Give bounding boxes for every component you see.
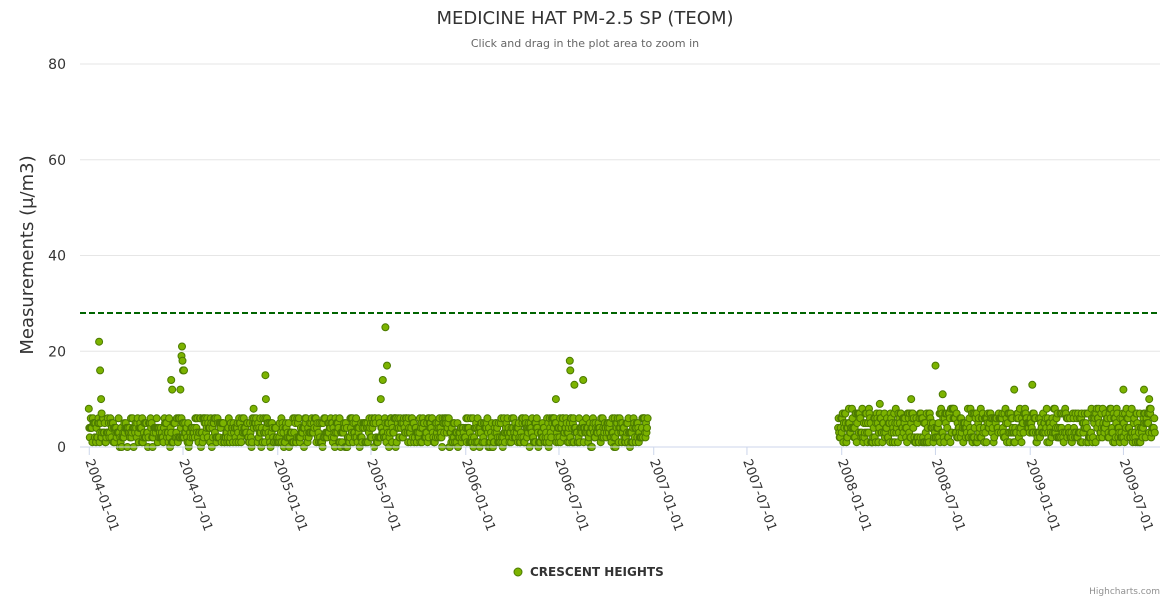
data-point[interactable] <box>261 371 270 380</box>
data-point[interactable] <box>1119 385 1128 394</box>
data-point[interactable] <box>95 337 104 346</box>
data-point[interactable] <box>946 438 955 447</box>
data-point[interactable] <box>931 361 940 370</box>
legend-marker-icon <box>513 567 523 577</box>
y-axis-label: Measurements (μ/m3) <box>17 155 38 354</box>
data-point[interactable] <box>565 356 574 365</box>
y-tick-label: 20 <box>48 344 66 360</box>
data-point[interactable] <box>643 414 652 423</box>
data-point[interactable] <box>165 414 174 423</box>
data-point[interactable] <box>378 376 387 384</box>
data-point[interactable] <box>483 414 492 423</box>
data-point[interactable] <box>579 376 588 384</box>
x-tick-label: 2005-07-01 <box>363 457 403 533</box>
data-point[interactable] <box>97 409 106 418</box>
y-tick-label: 0 <box>57 440 66 456</box>
grid-lines: 0 20 40 60 80 <box>48 57 1160 456</box>
data-point[interactable] <box>352 414 361 423</box>
x-tick-label: 2006-07-01 <box>551 457 591 533</box>
data-point[interactable] <box>938 390 947 399</box>
data-point[interactable] <box>1140 385 1148 394</box>
data-point[interactable] <box>1127 404 1136 413</box>
data-point[interactable] <box>84 404 93 413</box>
x-tick-label: 2004-01-01 <box>82 457 122 533</box>
data-point[interactable] <box>444 414 453 423</box>
data-point[interactable] <box>96 366 105 375</box>
x-tick-label: 2009-07-01 <box>1116 457 1156 533</box>
data-point[interactable] <box>570 380 579 389</box>
data-point[interactable] <box>875 399 884 408</box>
y-tick-label: 40 <box>48 249 66 265</box>
data-point[interactable] <box>167 376 176 384</box>
data-point[interactable] <box>566 366 575 375</box>
x-tick-label: 2006-01-01 <box>458 457 498 533</box>
x-tick-label: 2004-07-01 <box>175 457 215 533</box>
data-point[interactable] <box>907 395 916 404</box>
data-point[interactable] <box>1042 404 1051 413</box>
legend-item[interactable]: CRESCENT HEIGHTS <box>513 565 664 579</box>
data-point[interactable] <box>381 323 390 332</box>
x-tick-label: 2008-01-01 <box>834 457 874 533</box>
data-point[interactable] <box>180 366 188 375</box>
data-point[interactable] <box>237 438 246 447</box>
data-point[interactable] <box>1145 395 1154 404</box>
data-point[interactable] <box>178 342 186 351</box>
data-point[interactable] <box>383 361 391 370</box>
data-point[interactable] <box>551 395 560 404</box>
data-point[interactable] <box>168 385 177 394</box>
x-tick-label: 2008-07-01 <box>928 457 968 533</box>
data-point[interactable] <box>864 428 873 437</box>
x-tick-label: 2009-01-01 <box>1022 457 1062 533</box>
legend-label[interactable]: CRESCENT HEIGHTS <box>530 565 664 579</box>
chart-subtitle: Click and drag in the plot area to zoom … <box>471 37 699 50</box>
data-point[interactable] <box>178 356 187 365</box>
y-tick-label: 80 <box>48 57 66 73</box>
data-point[interactable] <box>249 404 258 413</box>
data-point[interactable] <box>1010 385 1019 394</box>
data-point[interactable] <box>1150 428 1159 437</box>
data-point[interactable] <box>219 419 228 428</box>
x-tick-label: 2005-01-01 <box>270 457 310 533</box>
data-point[interactable] <box>1146 404 1155 413</box>
series-points[interactable] <box>84 323 1159 451</box>
y-tick-label: 60 <box>48 153 66 169</box>
data-point[interactable] <box>97 395 106 404</box>
data-point[interactable] <box>982 438 991 447</box>
data-point[interactable] <box>261 395 270 404</box>
data-point[interactable] <box>114 414 123 423</box>
data-point[interactable] <box>643 423 651 432</box>
x-tick-label: 2007-07-01 <box>739 457 779 533</box>
data-point[interactable] <box>1150 414 1159 423</box>
data-point[interactable] <box>376 395 385 404</box>
credits-link[interactable]: Highcharts.com <box>1089 587 1160 597</box>
data-point[interactable] <box>1028 380 1037 389</box>
data-point[interactable] <box>176 385 185 394</box>
data-point[interactable] <box>335 414 344 423</box>
axes: 2004-01-01 2004-07-01 2005-01-01 2005-07-01… <box>80 446 1160 533</box>
chart-title: MEDICINE HAT PM-2.5 SP (TEOM) <box>436 8 733 29</box>
data-point[interactable] <box>152 414 161 423</box>
data-point[interactable] <box>1017 438 1026 447</box>
data-point[interactable] <box>532 414 541 423</box>
x-tick-label: 2007-01-01 <box>646 457 686 533</box>
